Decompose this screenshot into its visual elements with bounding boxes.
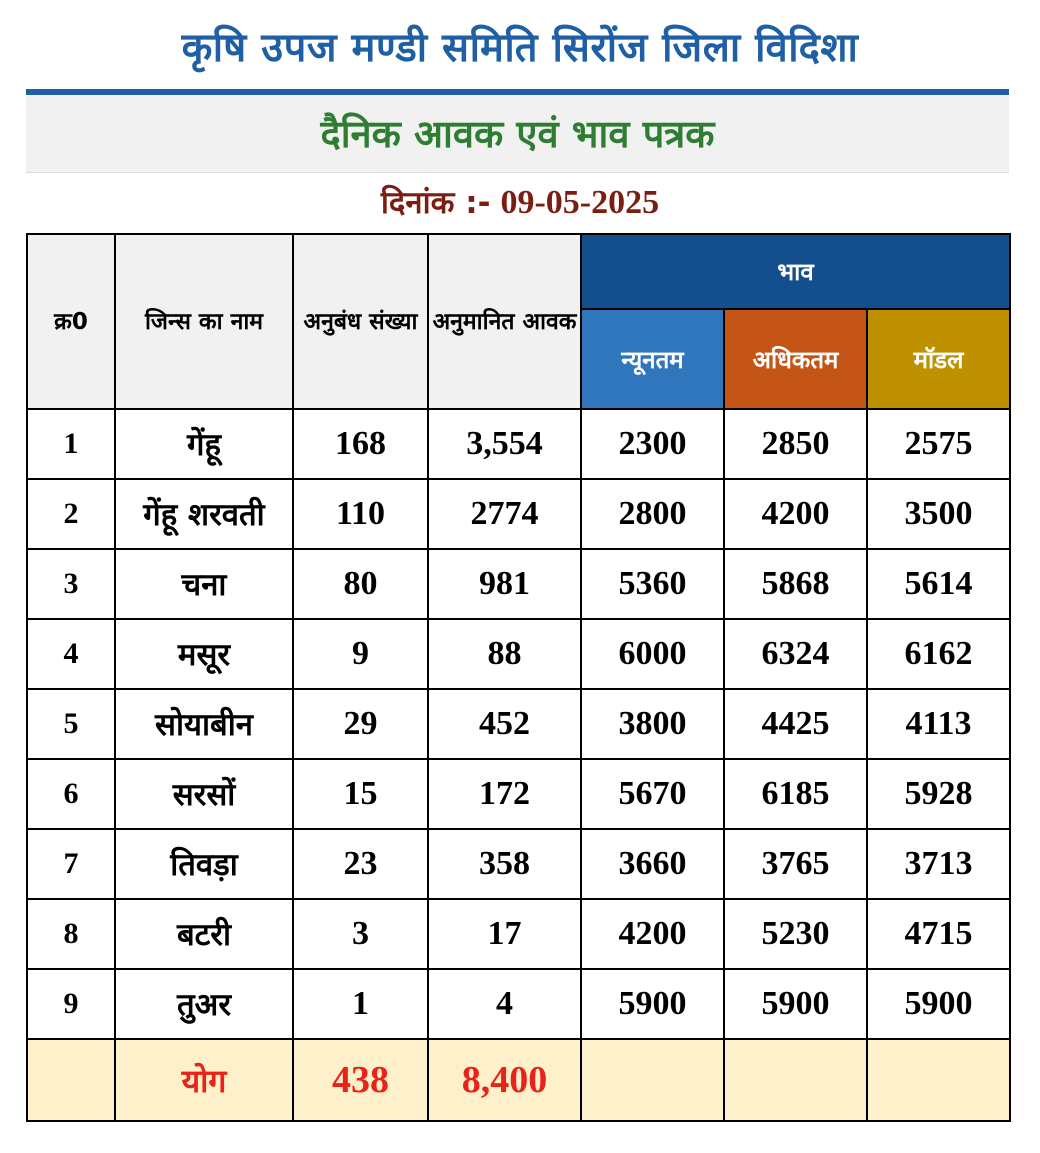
min-price-cell: 5900 [580, 968, 725, 1040]
total-arrival: 8,400 [427, 1038, 582, 1122]
arrival-cell: 2774 [427, 478, 582, 550]
contracts-cell: 1 [292, 968, 429, 1040]
modal-price-cell: 5900 [866, 968, 1011, 1040]
page-title: कृषि उपज मण्डी समिति सिरोंज जिला विदिशा [181, 25, 859, 71]
table-row: 7 तिवड़ा 23 358 3660 3765 3713 [26, 828, 1011, 900]
total-modal-cell [866, 1038, 1011, 1122]
arrival-cell: 4 [427, 968, 582, 1040]
arrival-cell: 358 [427, 828, 582, 900]
total-row: योग 438 8,400 [26, 1038, 1011, 1122]
arrival-cell: 981 [427, 548, 582, 620]
contracts-cell: 15 [292, 758, 429, 830]
serial-number-cell: 9 [26, 968, 116, 1040]
date-label: दिनांक :- [380, 185, 491, 221]
modal-price-cell: 5928 [866, 758, 1011, 830]
contracts-cell: 110 [292, 478, 429, 550]
total-sno-cell [26, 1038, 116, 1122]
serial-number-cell: 1 [26, 408, 116, 480]
table-row: 2 गेंहू शरवती 110 2774 2800 4200 3500 [26, 478, 1011, 550]
crop-name-cell: मसूर [114, 618, 294, 690]
date-value: 09-05-2025 [500, 184, 660, 221]
serial-number-cell: 4 [26, 618, 116, 690]
price-arrival-table: क्र0 जिन्स का नाम अनुबंध संख्या अनुमानित… [26, 233, 1011, 1122]
table-row: 9 तुअर 1 4 5900 5900 5900 [26, 968, 1011, 1040]
subtitle-band: दैनिक आवक एवं भाव पत्रक [26, 95, 1009, 173]
table-row: 5 सोयाबीन 29 452 3800 4425 4113 [26, 688, 1011, 760]
max-price-cell: 6324 [723, 618, 868, 690]
min-price-header: न्यूनतम [580, 308, 725, 410]
arrival-cell: 88 [427, 618, 582, 690]
crop-name-cell: गेंहू [114, 408, 294, 480]
crop-name-cell: चना [114, 548, 294, 620]
total-label: योग [114, 1038, 294, 1122]
arrival-cell: 3,554 [427, 408, 582, 480]
table-row: 3 चना 80 981 5360 5868 5614 [26, 548, 1011, 620]
table-row: 6 सरसों 15 172 5670 6185 5928 [26, 758, 1011, 830]
min-price-cell: 3660 [580, 828, 725, 900]
max-price-cell: 2850 [723, 408, 868, 480]
crop-name-cell: सोयाबीन [114, 688, 294, 760]
serial-number-cell: 2 [26, 478, 116, 550]
contracts-cell: 3 [292, 898, 429, 970]
serial-number-cell: 3 [26, 548, 116, 620]
max-price-cell: 6185 [723, 758, 868, 830]
crop-name-cell: सरसों [114, 758, 294, 830]
arrival-cell: 17 [427, 898, 582, 970]
max-price-cell: 5230 [723, 898, 868, 970]
header-row-1: क्र0 जिन्स का नाम अनुबंध संख्या अनुमानित… [26, 233, 1011, 410]
crop-name-cell: तिवड़ा [114, 828, 294, 900]
serial-number-cell: 6 [26, 758, 116, 830]
modal-price-cell: 5614 [866, 548, 1011, 620]
max-price-cell: 3765 [723, 828, 868, 900]
max-price-cell: 4200 [723, 478, 868, 550]
crop-name-cell: गेंहू शरवती [114, 478, 294, 550]
report-date: दिनांक :- 09-05-2025 [0, 181, 1040, 223]
header-row-2: न्यूनतम अधिकतम मॉडल [27, 308, 1011, 410]
report-subtitle: दैनिक आवक एवं भाव पत्रक [320, 112, 715, 156]
serial-number-cell: 5 [26, 688, 116, 760]
sno-header: क्र0 [26, 233, 116, 410]
serial-number-cell: 7 [26, 828, 116, 900]
contracts-cell: 80 [292, 548, 429, 620]
contracts-cell: 29 [292, 688, 429, 760]
table-row: 1 गेंहू 168 3,554 2300 2850 2575 [26, 408, 1011, 480]
min-price-cell: 5360 [580, 548, 725, 620]
min-price-cell: 2800 [580, 478, 725, 550]
modal-price-cell: 6162 [866, 618, 1011, 690]
min-price-cell: 3800 [580, 688, 725, 760]
arrival-cell: 452 [427, 688, 582, 760]
min-price-cell: 2300 [580, 408, 725, 480]
modal-price-header: मॉडल [866, 308, 1011, 410]
min-price-cell: 6000 [580, 618, 725, 690]
arrival-header: अनुमानित आवक [427, 233, 582, 410]
crop-header: जिन्स का नाम [114, 233, 294, 410]
modal-price-cell: 4715 [866, 898, 1011, 970]
max-price-cell: 5868 [723, 548, 868, 620]
min-price-cell: 5670 [580, 758, 725, 830]
max-price-header: अधिकतम [723, 308, 868, 410]
max-price-cell: 4425 [723, 688, 868, 760]
modal-price-cell: 4113 [866, 688, 1011, 760]
contracts-cell: 9 [292, 618, 429, 690]
contracts-header: अनुबंध संख्या [292, 233, 429, 410]
table-row: 8 बटरी 3 17 4200 5230 4715 [26, 898, 1011, 970]
modal-price-cell: 2575 [866, 408, 1011, 480]
max-price-cell: 5900 [723, 968, 868, 1040]
title-divider [26, 89, 1009, 95]
arrival-cell: 172 [427, 758, 582, 830]
crop-name-cell: तुअर [114, 968, 294, 1040]
total-min-cell [580, 1038, 725, 1122]
table-row: 4 मसूर 9 88 6000 6324 6162 [26, 618, 1011, 690]
modal-price-cell: 3500 [866, 478, 1011, 550]
total-contracts: 438 [292, 1038, 429, 1122]
crop-name-cell: बटरी [114, 898, 294, 970]
modal-price-cell: 3713 [866, 828, 1011, 900]
price-header: भाव [580, 233, 1011, 310]
total-max-cell [723, 1038, 868, 1122]
contracts-cell: 168 [292, 408, 429, 480]
contracts-cell: 23 [292, 828, 429, 900]
min-price-cell: 4200 [580, 898, 725, 970]
serial-number-cell: 8 [26, 898, 116, 970]
